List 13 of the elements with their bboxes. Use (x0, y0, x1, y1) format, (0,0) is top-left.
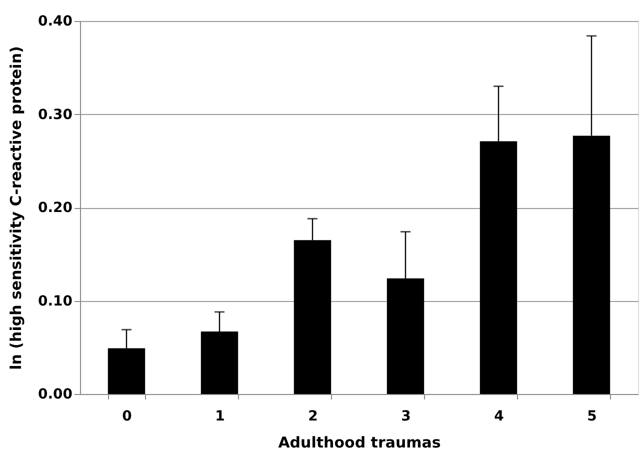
x-tick-label: 3 (401, 408, 411, 424)
y-tick-label: 0.10 (38, 293, 73, 310)
y-tick-label: 0.40 (38, 14, 73, 30)
y-tick-label: 0.00 (38, 386, 73, 402)
x-tick-label: 0 (122, 408, 132, 424)
x-axis-title: Adulthood traumas (278, 434, 441, 452)
x-tick-label: 5 (587, 408, 597, 424)
x-tick-label: 2 (308, 408, 318, 424)
y-tick-label: 0.30 (38, 106, 73, 123)
y-axis-title: ln (high sensitivity C-reactive protein) (6, 46, 25, 370)
x-tick-label: 4 (494, 408, 504, 424)
y-tick-label: 0.20 (38, 200, 73, 216)
x-tick-label: 1 (215, 408, 225, 424)
